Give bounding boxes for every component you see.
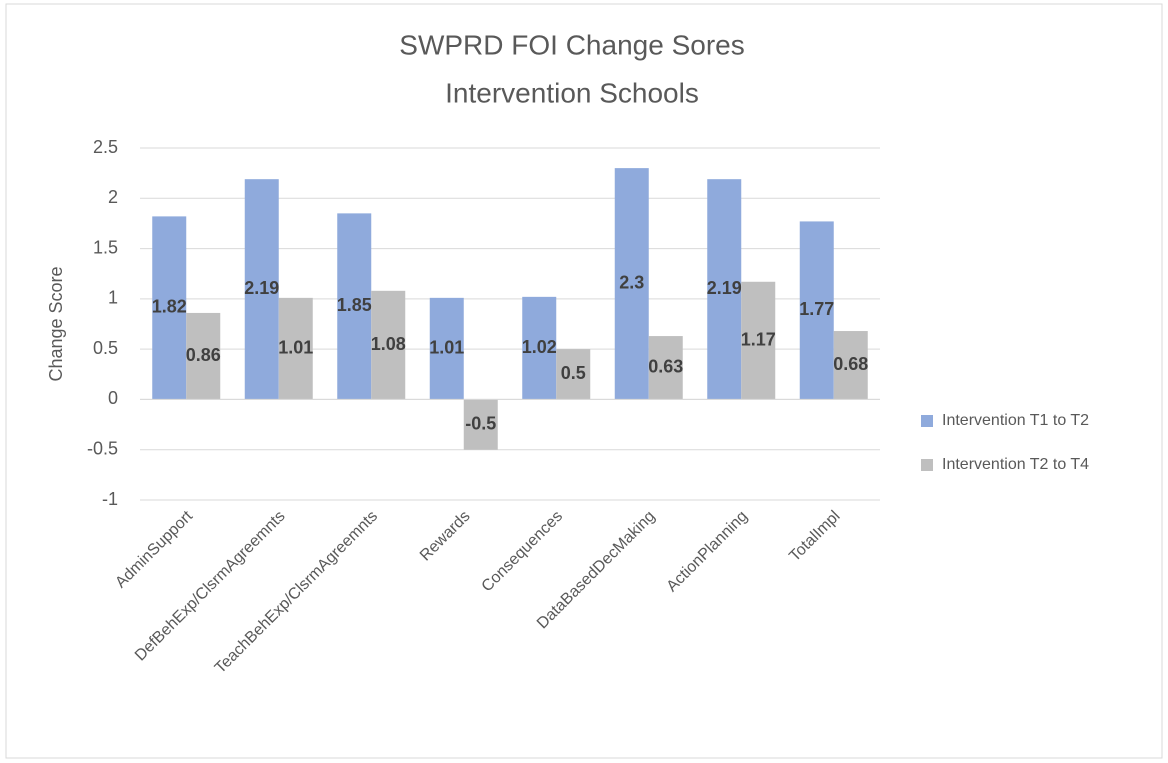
- bar: [648, 336, 683, 400]
- bar: [278, 297, 313, 400]
- bar: [556, 349, 591, 400]
- y-tick-label: 0: [108, 388, 118, 408]
- bar: [152, 216, 187, 400]
- data-label: 1.77: [799, 299, 834, 319]
- data-label: 2.3: [619, 273, 644, 293]
- bar: [463, 399, 498, 450]
- data-label: -0.5: [465, 413, 496, 433]
- y-tick-label: 2.5: [93, 137, 118, 157]
- y-tick-label: 1.5: [93, 237, 118, 257]
- data-label: 1.85: [337, 295, 372, 315]
- bar: [371, 290, 406, 400]
- data-label: 1.17: [741, 329, 776, 349]
- y-tick-label: 1: [108, 288, 118, 308]
- legend-swatch: [921, 415, 933, 427]
- data-label: 2.19: [244, 278, 279, 298]
- chart-subtitle: Intervention Schools: [445, 77, 699, 108]
- y-tick-label: 0.5: [93, 338, 118, 358]
- y-axis-title: Change Score: [46, 266, 66, 381]
- data-label: 0.63: [648, 356, 683, 376]
- data-label: 1.01: [429, 337, 464, 357]
- data-label: 0.5: [561, 363, 586, 383]
- data-label: 1.08: [371, 334, 406, 354]
- legend-swatch: [921, 459, 933, 471]
- data-label: 1.82: [152, 297, 187, 317]
- legend-label: Intervention T2 to T4: [942, 456, 1089, 473]
- data-label: 1.01: [278, 337, 313, 357]
- bar: [337, 213, 372, 400]
- bar: [707, 179, 742, 400]
- y-tick-label: -1: [102, 489, 118, 509]
- data-label: 0.86: [186, 345, 221, 365]
- bar: [244, 179, 279, 400]
- bar: [741, 281, 776, 400]
- legend-label: Intervention T1 to T2: [942, 412, 1089, 429]
- bar: [522, 296, 557, 400]
- data-label: 1.02: [522, 337, 557, 357]
- bar: [614, 168, 649, 400]
- chart-title: SWPRD FOI Change Sores: [399, 29, 744, 60]
- y-tick-label: 2: [108, 187, 118, 207]
- y-tick-label: -0.5: [87, 438, 118, 458]
- bar: [799, 221, 834, 400]
- data-label: 2.19: [707, 278, 742, 298]
- bar: [429, 297, 464, 400]
- data-label: 0.68: [833, 354, 868, 374]
- bar: [833, 331, 868, 400]
- bar: [186, 312, 221, 400]
